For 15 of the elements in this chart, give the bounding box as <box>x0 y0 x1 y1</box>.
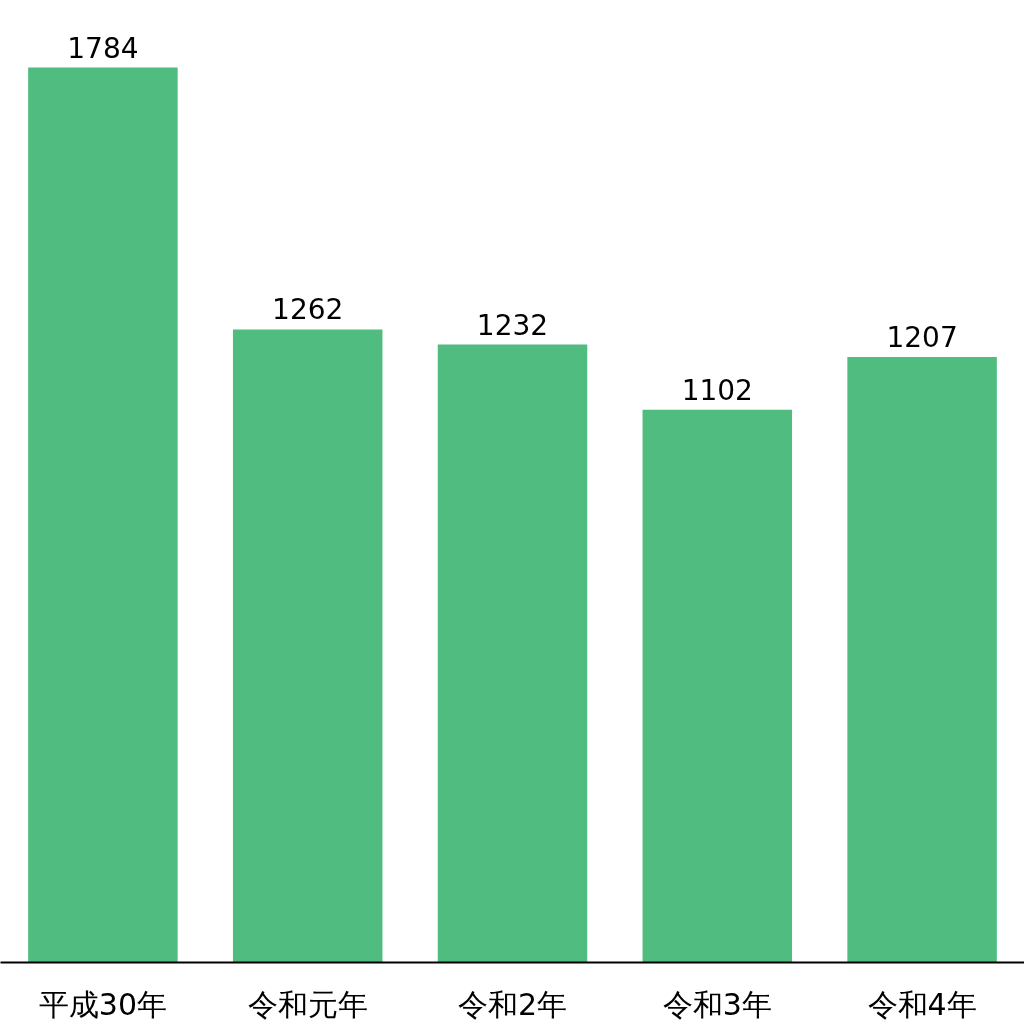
bar <box>28 67 178 963</box>
data-label: 1262 <box>272 293 344 327</box>
x-tick-label: 令和4年 <box>867 986 977 1022</box>
x-tick-label: 平成30年 <box>38 986 167 1022</box>
bar <box>642 409 793 963</box>
bar <box>437 344 588 963</box>
x-tick-label: 令和3年 <box>662 986 772 1022</box>
x-tick-label: 令和元年 <box>247 986 368 1022</box>
data-label: 1102 <box>681 373 753 407</box>
bar <box>232 329 383 963</box>
data-label: 1784 <box>67 31 139 65</box>
data-label: 1232 <box>476 308 549 342</box>
bar <box>847 357 997 963</box>
data-label: 1207 <box>886 321 958 355</box>
x-tick-label: 令和2年 <box>457 986 568 1022</box>
